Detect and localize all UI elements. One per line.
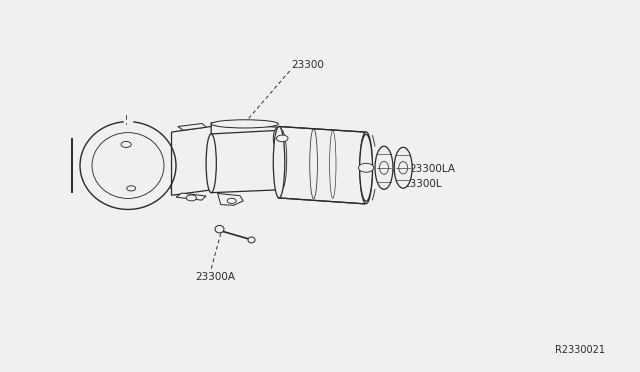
Circle shape bbox=[121, 141, 131, 147]
Ellipse shape bbox=[248, 237, 255, 243]
Text: 23300A: 23300A bbox=[195, 272, 236, 282]
Circle shape bbox=[276, 135, 288, 142]
Polygon shape bbox=[178, 124, 206, 130]
Ellipse shape bbox=[273, 126, 285, 198]
Ellipse shape bbox=[360, 132, 372, 204]
Text: 23300LA: 23300LA bbox=[410, 164, 456, 174]
Ellipse shape bbox=[273, 127, 284, 150]
Polygon shape bbox=[211, 123, 278, 150]
Ellipse shape bbox=[276, 130, 287, 190]
Circle shape bbox=[127, 186, 136, 191]
Ellipse shape bbox=[360, 134, 372, 201]
Polygon shape bbox=[172, 126, 216, 195]
Ellipse shape bbox=[206, 134, 216, 193]
Ellipse shape bbox=[215, 225, 224, 233]
Circle shape bbox=[227, 198, 236, 203]
Ellipse shape bbox=[375, 146, 393, 189]
Ellipse shape bbox=[394, 147, 412, 188]
Polygon shape bbox=[176, 193, 206, 200]
Polygon shape bbox=[211, 130, 282, 193]
Text: R2330021: R2330021 bbox=[555, 345, 605, 355]
Text: 23300: 23300 bbox=[291, 60, 324, 70]
Circle shape bbox=[186, 195, 196, 201]
Polygon shape bbox=[218, 193, 243, 205]
Ellipse shape bbox=[211, 120, 278, 128]
Polygon shape bbox=[278, 126, 365, 204]
Text: 23300L: 23300L bbox=[403, 179, 442, 189]
Circle shape bbox=[358, 163, 374, 172]
